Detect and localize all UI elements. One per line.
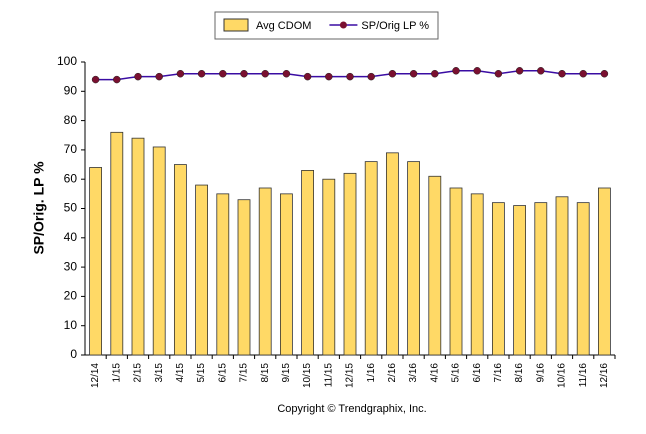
marker (558, 69, 566, 78)
marker (176, 69, 185, 78)
footer: Copyright © Trendgraphix, Inc. (277, 403, 426, 415)
x-tick-label: 7/15 (239, 363, 250, 383)
x-tick-label: 5/15 (196, 363, 207, 383)
x-tick-label: 8/16 (514, 363, 525, 383)
bar (89, 167, 102, 356)
marker (537, 67, 545, 75)
x-tick-label: 12/15 (345, 363, 356, 388)
bar (301, 170, 315, 356)
x-tick-label: 11/16 (578, 363, 589, 388)
bar (555, 196, 569, 356)
marker (600, 69, 609, 78)
marker (431, 69, 439, 78)
legend-marker (339, 21, 347, 29)
x-tick-label: 3/16 (408, 363, 419, 383)
x-tick-label: 7/16 (493, 363, 504, 383)
x-tick-label: 2/16 (387, 363, 398, 383)
marker (579, 69, 587, 78)
x-tick-label: 11/15 (323, 363, 334, 388)
x-tick-label: 1/15 (111, 363, 122, 383)
marker (452, 67, 460, 75)
y-tick-label: 100 (57, 54, 77, 68)
marker (409, 69, 418, 78)
marker (303, 72, 312, 81)
x-tick-label: 12/16 (599, 363, 610, 388)
bar (173, 164, 187, 356)
bar (237, 199, 251, 356)
y-tick-label: 90 (64, 83, 78, 97)
y-tick-label: 40 (64, 230, 78, 244)
x-tick-label: 6/16 (472, 363, 483, 383)
bar (216, 193, 230, 356)
legend-box (214, 11, 439, 40)
x-tick-label: 10/16 (557, 363, 568, 388)
y-tick-label: 20 (64, 289, 78, 303)
y-tick-label: 80 (64, 113, 78, 127)
x-tick-label: 5/16 (451, 363, 462, 383)
y-tick-label: 30 (64, 259, 78, 273)
y-tick-label: 0 (70, 347, 77, 361)
bar (449, 187, 463, 356)
marker (367, 72, 375, 81)
bar (407, 161, 421, 356)
x-tick-label: 9/16 (535, 363, 546, 383)
marker (515, 67, 524, 75)
marker (113, 75, 121, 84)
x-tick-label: 2/15 (133, 363, 144, 383)
bar (385, 152, 399, 356)
bar (152, 146, 166, 356)
y-axis-label: SP/Orig. LP % (31, 161, 47, 255)
bar (598, 187, 611, 356)
x-tick-label: 1/16 (366, 363, 377, 383)
marker (155, 72, 163, 81)
y-tick-label: 10 (64, 318, 78, 332)
x-tick-label: 4/15 (175, 363, 186, 383)
x-tick-label: 3/15 (154, 363, 165, 383)
marker (346, 72, 354, 81)
marker (473, 67, 481, 75)
marker (219, 69, 227, 78)
marker (240, 69, 248, 78)
legend-swatch (223, 18, 249, 32)
y-tick-label: 60 (64, 171, 78, 185)
marker (494, 69, 503, 78)
bar (428, 175, 442, 356)
bar (195, 184, 209, 356)
bar (534, 202, 548, 356)
bar (491, 202, 505, 356)
marker (91, 75, 100, 84)
bar (343, 172, 357, 356)
bar (513, 205, 526, 356)
bar (576, 202, 590, 356)
marker (134, 72, 142, 81)
legend-label: Avg CDOM (256, 20, 311, 32)
x-tick-label: 9/15 (281, 363, 292, 383)
x-tick-label: 12/14 (90, 363, 101, 388)
x-tick-label: 8/15 (260, 363, 271, 383)
x-tick-label: 4/16 (429, 363, 440, 383)
marker (261, 69, 269, 78)
x-tick-label: 10/15 (302, 363, 313, 388)
bar (470, 193, 484, 356)
bar (364, 161, 378, 356)
x-tick-label: 6/15 (217, 363, 228, 383)
bar (279, 193, 293, 356)
marker (325, 72, 333, 81)
bar (322, 178, 336, 356)
y-tick-label: 70 (64, 142, 78, 156)
marker (282, 69, 291, 78)
marker (197, 69, 206, 78)
bar (110, 131, 124, 356)
marker (388, 69, 397, 78)
bar (258, 187, 272, 356)
y-tick-label: 50 (64, 201, 78, 215)
legend-label: SP/Orig LP % (361, 20, 429, 32)
bar (131, 137, 145, 356)
